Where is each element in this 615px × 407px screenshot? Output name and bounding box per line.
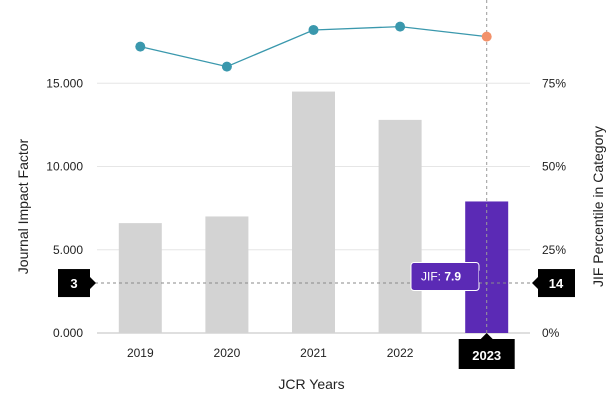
percentile-point-2021[interactable] xyxy=(308,24,319,35)
x-tick-label: 2019 xyxy=(127,346,154,360)
selected-year-badge[interactable] xyxy=(458,339,515,369)
selected-year-label: 2023 xyxy=(472,348,501,363)
y2-tick-label: 75% xyxy=(542,76,566,90)
y2-axis-title: JIF Percentile in Category xyxy=(590,126,606,287)
x-tick-label: 2021 xyxy=(300,346,327,360)
left-reference-marker xyxy=(58,269,90,298)
jif-tooltip-pointer xyxy=(479,270,486,283)
x-tick-label: 2022 xyxy=(387,346,414,360)
right-reference-marker-label: 14 xyxy=(549,276,564,291)
bar-2021[interactable] xyxy=(292,91,335,333)
jif-tooltip-label: JIF: xyxy=(421,269,444,283)
x-tick-label: 2020 xyxy=(214,346,241,360)
y-tick-label: 10.000 xyxy=(46,160,83,174)
percentile-point-2019[interactable] xyxy=(135,41,146,52)
bar-2020[interactable] xyxy=(205,216,249,333)
left-reference-marker-pointer xyxy=(90,277,96,290)
y2-tick-label: 0% xyxy=(542,326,560,340)
right-reference-marker xyxy=(538,269,575,298)
left-reference-marker-label: 3 xyxy=(70,276,77,291)
y-tick-label: 15.000 xyxy=(46,76,83,90)
jif-tooltip-text: JIF: 7.9 xyxy=(421,269,461,283)
percentile-point-2020[interactable] xyxy=(221,61,232,72)
jif-tooltip-value: 7.9 xyxy=(444,269,461,283)
bar-2019[interactable] xyxy=(118,223,162,333)
y-axis-title: Journal Impact Factor xyxy=(15,138,31,274)
selected-year-badge-pointer xyxy=(480,333,493,339)
percentile-point-2022[interactable] xyxy=(395,21,406,32)
y-tick-label: 5.000 xyxy=(53,243,83,257)
y-tick-label: 0.000 xyxy=(53,326,83,340)
y2-tick-label: 50% xyxy=(542,160,566,174)
y2-tick-label: 25% xyxy=(542,243,566,257)
bar-2022[interactable] xyxy=(378,119,422,333)
x-axis-title: JCR Years xyxy=(278,376,344,392)
right-reference-marker-pointer xyxy=(532,277,538,290)
percentile-point-2023[interactable] xyxy=(481,31,492,42)
